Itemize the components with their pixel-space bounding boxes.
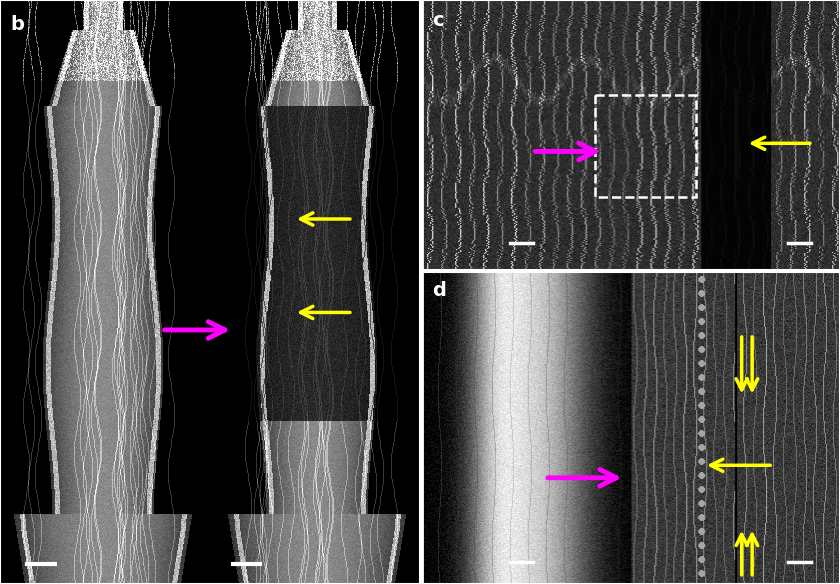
Text: d: d	[432, 281, 446, 300]
Text: b: b	[10, 15, 24, 34]
Text: c: c	[432, 11, 444, 30]
Bar	[596, 95, 696, 197]
